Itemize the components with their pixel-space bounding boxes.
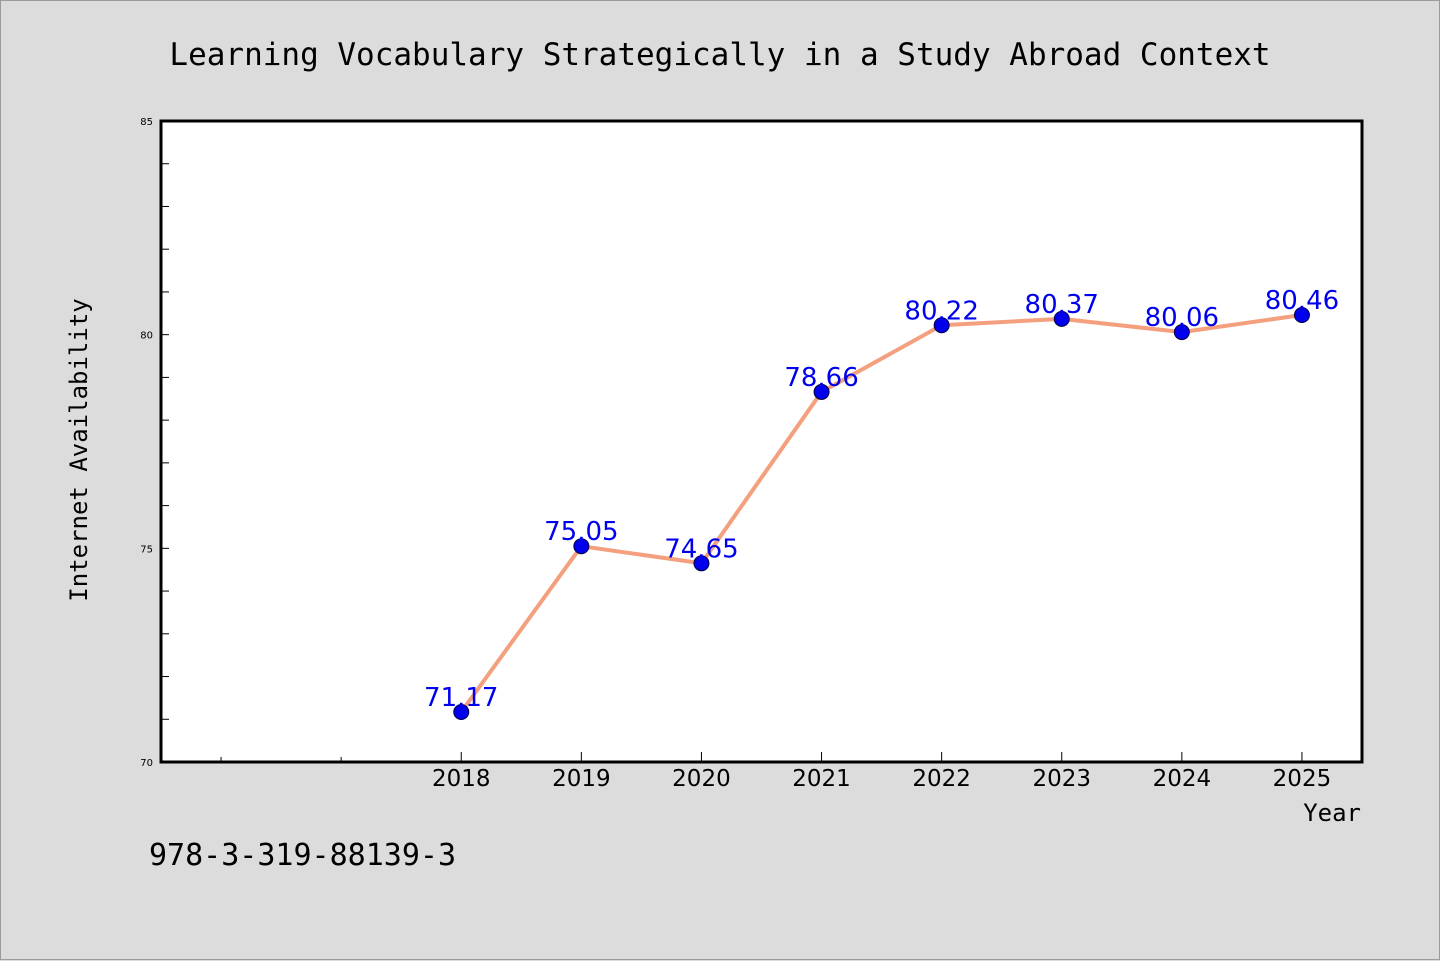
data-point-marker [693,555,710,572]
data-point-label: 78.66 [784,363,858,393]
data-point-label: 80.22 [904,296,978,326]
x-tick-label: 2020 [672,766,731,792]
chart-title: Learning Vocabulary Strategically in a S… [169,37,1270,73]
x-axis-label: Year [1303,799,1361,827]
series-layer: 71.17 75.05 74.65 78.66 80.22 80.37 80.06 80.46 [424,286,1339,721]
x-tick-label: 2023 [1032,766,1091,792]
y-tick-label: 75 [140,544,153,555]
x-tick-label: 2019 [552,766,611,792]
x-tick-label: 2024 [1153,766,1212,792]
data-point-label: 75.05 [544,517,618,547]
data-point-marker [933,317,950,334]
data-point-marker [453,704,470,721]
y-tick-label: 85 [140,117,153,128]
data-point-label: 80.46 [1265,286,1339,316]
plot-area [159,119,1364,764]
data-point-marker [1053,310,1070,327]
data-point-marker [1173,324,1190,341]
data-point-label: 80.37 [1025,290,1099,320]
x-tick-label: 2022 [912,766,971,792]
y-axis-label: Internet Availability [65,298,93,601]
data-point-label: 74.65 [664,534,738,564]
x-tick-label: 2025 [1273,766,1332,792]
x-tick-label: 2021 [792,766,851,792]
data-point-marker [1293,307,1310,324]
footnote-isbn: 978-3-319-88139-3 [149,838,456,873]
x-tick-label: 2018 [432,766,491,792]
data-point-marker [573,538,590,555]
data-point-label: 71.17 [424,683,498,713]
y-tick-label: 80 [140,331,153,342]
data-point-marker [813,383,830,400]
x-axis-ticks: 2018 2019 2020 2021 2022 2023 2024 2025 [220,752,1332,792]
y-axis-ticks: 70 75 80 85 [140,117,169,769]
series-line [459,313,1304,715]
y-tick-label: 70 [140,758,153,769]
data-point-label: 80.06 [1145,303,1219,333]
